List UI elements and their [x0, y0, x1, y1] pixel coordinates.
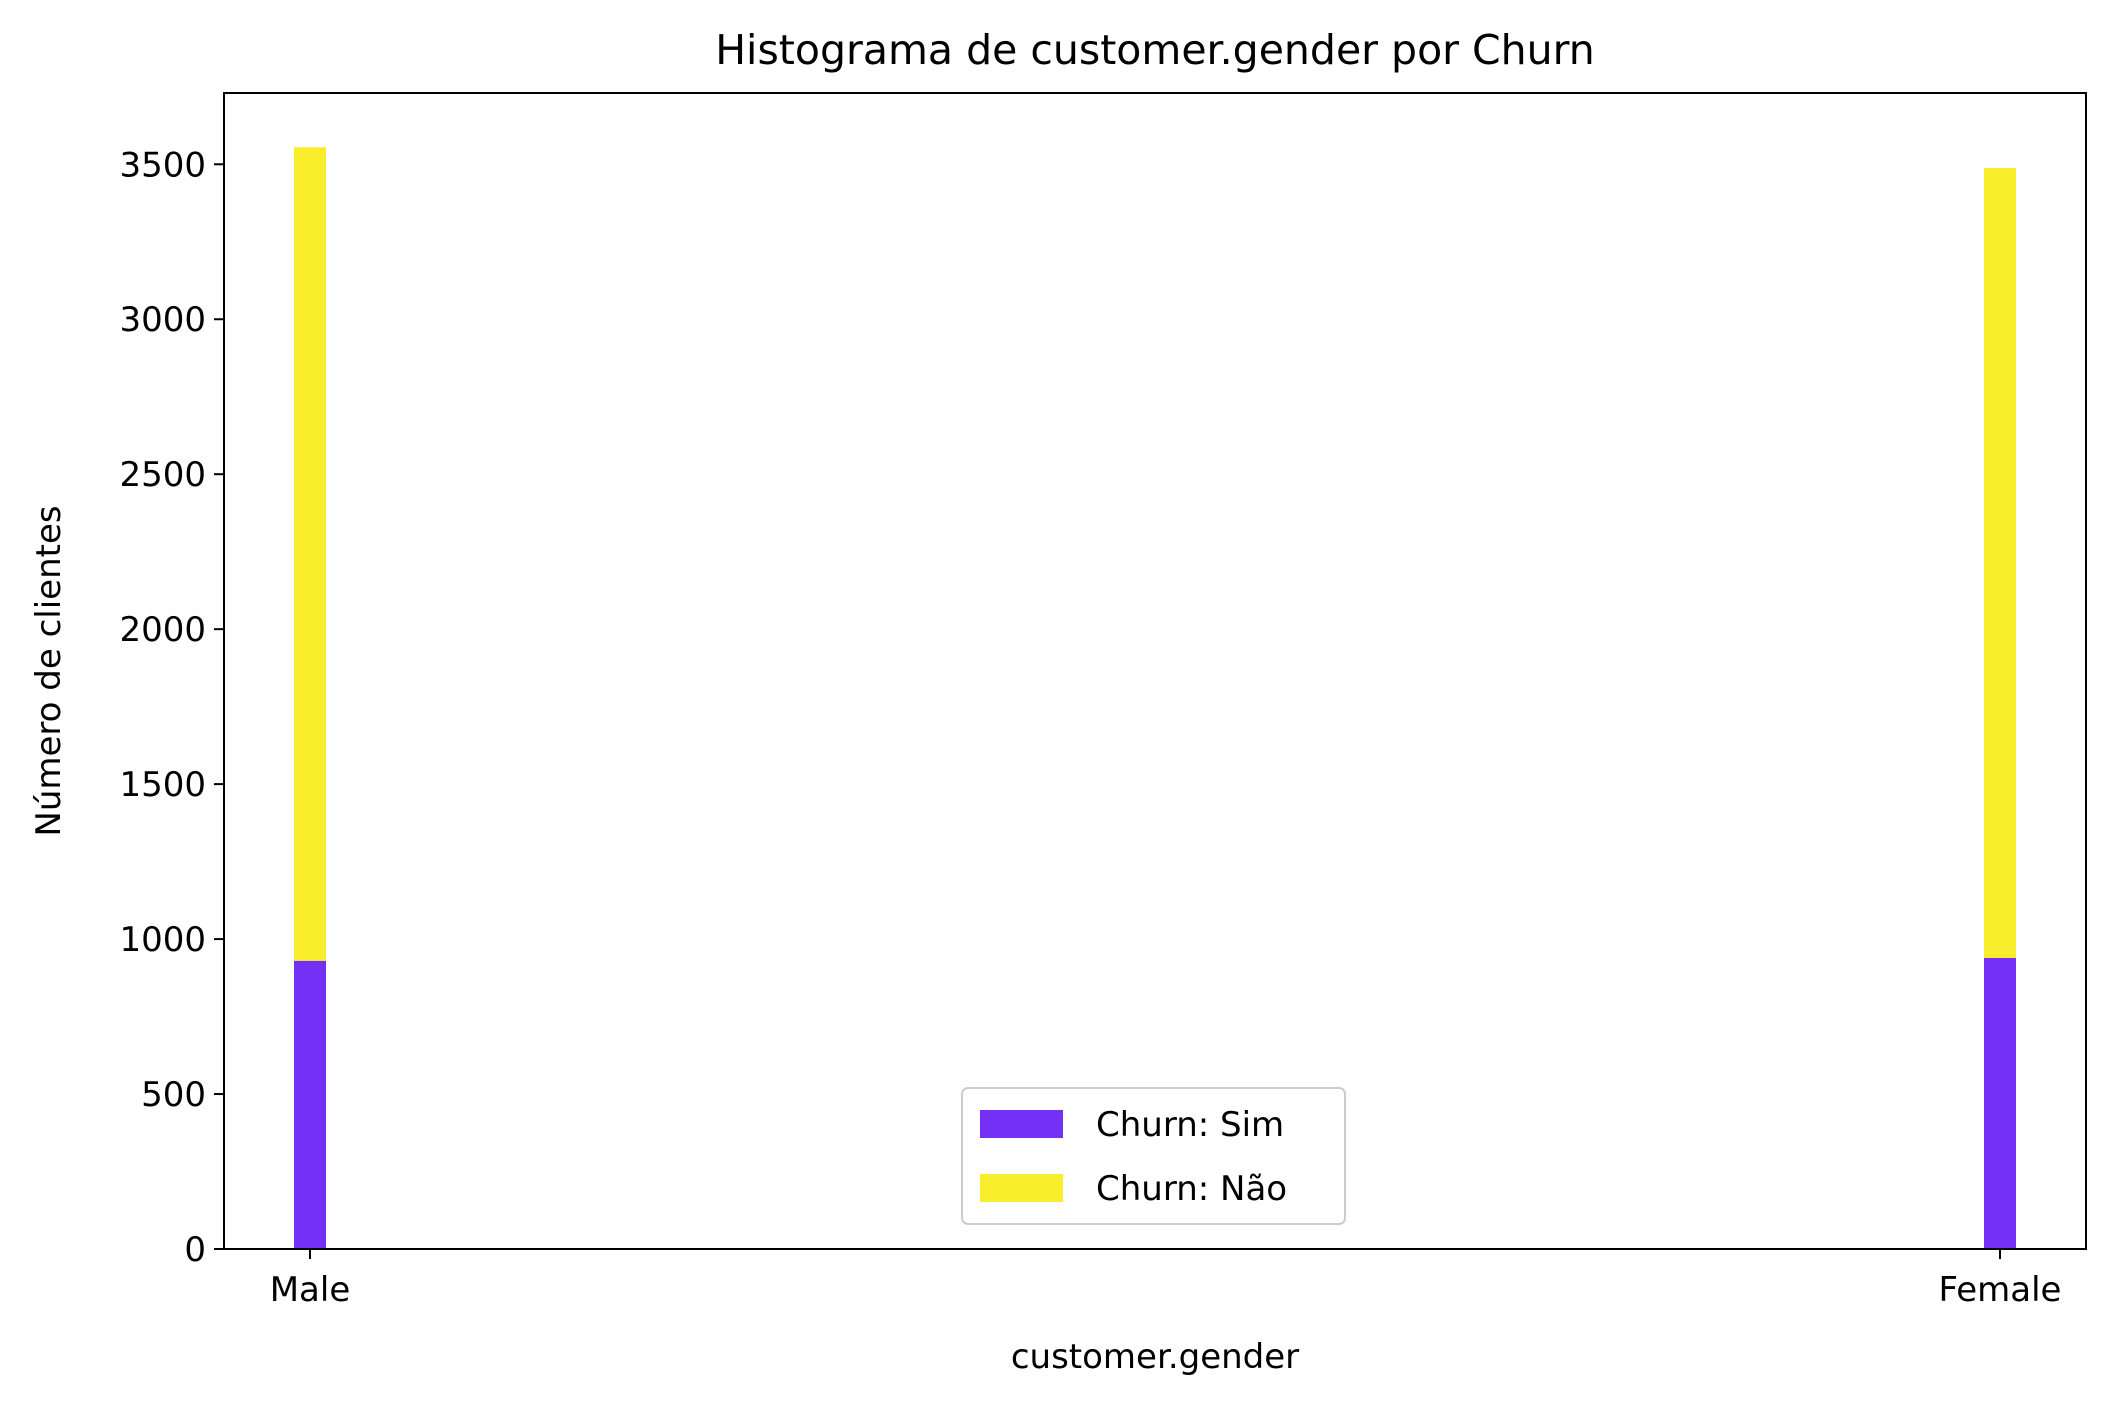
legend-label-churn-sim: Churn: Sim: [1096, 1105, 1284, 1145]
x-axis-label: customer.gender: [1011, 1337, 1299, 1377]
y-tick-label: 0: [184, 1230, 206, 1270]
y-tick-label: 1500: [119, 765, 206, 805]
legend-swatch-churn-nao: [980, 1174, 1063, 1202]
y-tick-label: 2000: [119, 610, 206, 650]
bars-layer: [294, 147, 2016, 1249]
plot-frame: [223, 92, 2087, 1250]
y-tick-label: 3000: [119, 300, 206, 340]
bar-male-series-1: [294, 147, 326, 961]
y-tick-label: 1000: [119, 920, 206, 960]
bar-female-series-0: [1984, 957, 2016, 1249]
legend-swatch-churn-sim: [980, 1110, 1063, 1138]
bar-male-series-0: [294, 960, 326, 1249]
x-axis: Male Female: [270, 1249, 2062, 1310]
chart-title: Histograma de customer.gender por Churn: [715, 26, 1595, 74]
legend: Churn: Sim Churn: Não: [961, 1087, 1346, 1225]
y-tick-label: 3500: [119, 145, 206, 185]
x-tick-label-female: Female: [1939, 1270, 2062, 1310]
legend-label-churn-nao: Churn: Não: [1096, 1169, 1287, 1209]
y-axis-label: Número de clientes: [29, 505, 69, 836]
y-tick-label: 2500: [119, 455, 206, 495]
y-tick-label: 500: [141, 1075, 206, 1115]
x-tick-label-male: Male: [270, 1270, 351, 1310]
bar-female-series-1: [1984, 168, 2016, 958]
y-axis: 0 500 1000 1500 2000 2500 3000 3500: [119, 145, 224, 1270]
